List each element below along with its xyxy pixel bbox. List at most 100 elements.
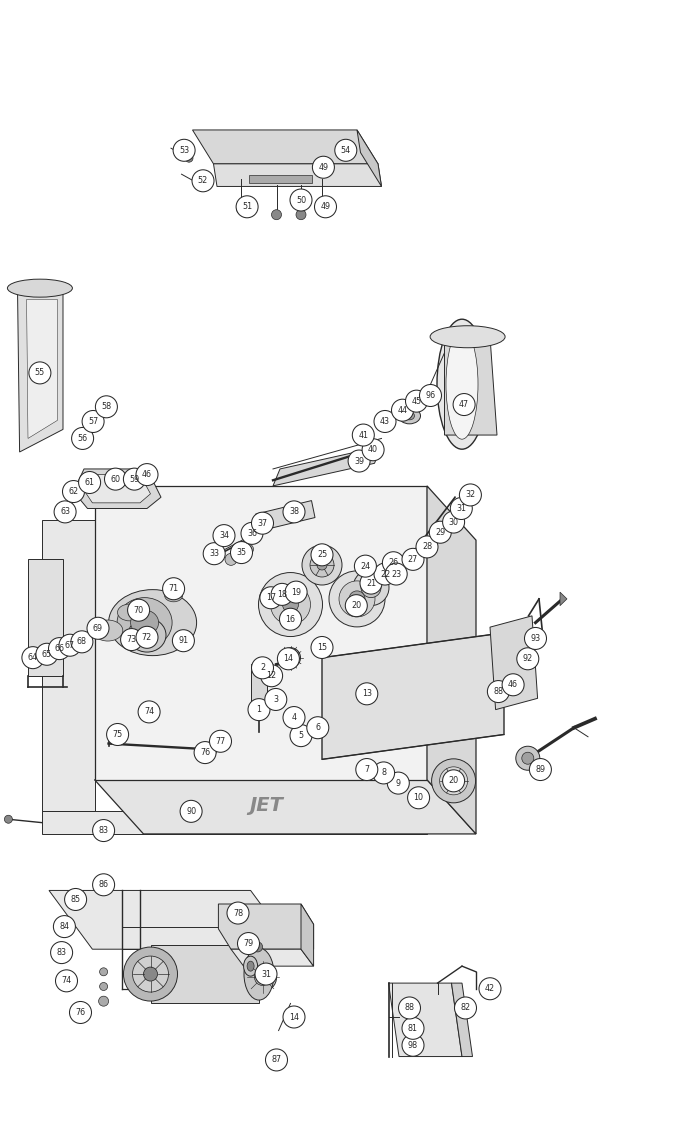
- Circle shape: [283, 597, 298, 612]
- Text: 49: 49: [318, 163, 328, 172]
- Circle shape: [315, 725, 321, 730]
- Text: 83: 83: [99, 826, 108, 835]
- Circle shape: [402, 1034, 424, 1057]
- Circle shape: [454, 997, 477, 1019]
- Text: 42: 42: [485, 984, 495, 993]
- Circle shape: [311, 544, 333, 566]
- Circle shape: [311, 636, 333, 659]
- Text: 83: 83: [57, 948, 66, 957]
- Text: 62: 62: [69, 487, 78, 496]
- Text: 50: 50: [296, 195, 306, 205]
- Circle shape: [385, 563, 407, 585]
- Ellipse shape: [244, 948, 274, 1000]
- Text: 92: 92: [523, 654, 533, 663]
- Circle shape: [64, 888, 87, 911]
- Text: 82: 82: [461, 1003, 470, 1012]
- Circle shape: [374, 410, 396, 433]
- Circle shape: [4, 815, 13, 824]
- Text: 19: 19: [291, 588, 301, 597]
- Circle shape: [54, 501, 76, 523]
- Text: 16: 16: [286, 615, 295, 624]
- Circle shape: [255, 970, 270, 985]
- Circle shape: [290, 189, 312, 211]
- Circle shape: [317, 560, 327, 570]
- Circle shape: [377, 767, 390, 779]
- Text: 91: 91: [178, 636, 188, 645]
- Text: 98: 98: [408, 1041, 418, 1050]
- Polygon shape: [42, 520, 94, 811]
- Polygon shape: [28, 559, 63, 676]
- Text: 17: 17: [266, 593, 276, 602]
- Text: 2: 2: [260, 663, 265, 672]
- Text: 88: 88: [494, 687, 503, 696]
- Ellipse shape: [131, 610, 159, 635]
- Circle shape: [372, 762, 395, 784]
- Circle shape: [339, 581, 375, 617]
- Text: 86: 86: [99, 880, 108, 889]
- Circle shape: [78, 471, 101, 494]
- Ellipse shape: [108, 590, 197, 655]
- Text: 45: 45: [412, 397, 421, 406]
- Ellipse shape: [164, 589, 183, 602]
- Text: 60: 60: [111, 475, 120, 484]
- Text: 27: 27: [408, 555, 418, 564]
- Circle shape: [279, 608, 302, 631]
- Circle shape: [132, 956, 169, 992]
- Ellipse shape: [398, 408, 421, 424]
- Circle shape: [416, 536, 438, 558]
- Text: 46: 46: [508, 680, 518, 689]
- Circle shape: [225, 554, 237, 565]
- Circle shape: [55, 970, 78, 992]
- Circle shape: [356, 683, 378, 705]
- Circle shape: [450, 497, 473, 520]
- Text: 35: 35: [237, 548, 246, 557]
- Text: 52: 52: [198, 176, 208, 185]
- Circle shape: [307, 716, 329, 739]
- Circle shape: [310, 553, 334, 577]
- Circle shape: [251, 512, 274, 534]
- Circle shape: [442, 511, 465, 533]
- Polygon shape: [490, 616, 538, 710]
- Circle shape: [123, 468, 146, 490]
- Text: 90: 90: [186, 807, 196, 816]
- Text: 46: 46: [142, 470, 152, 479]
- Ellipse shape: [8, 279, 72, 297]
- Text: 55: 55: [35, 368, 45, 377]
- Polygon shape: [273, 446, 382, 486]
- Text: 93: 93: [531, 634, 540, 643]
- Circle shape: [99, 967, 108, 976]
- Circle shape: [138, 701, 160, 723]
- Circle shape: [265, 1049, 288, 1071]
- Circle shape: [203, 542, 225, 565]
- Text: 9: 9: [395, 779, 401, 788]
- Circle shape: [416, 796, 421, 800]
- Circle shape: [362, 438, 384, 461]
- Circle shape: [92, 873, 115, 896]
- Text: 96: 96: [426, 391, 435, 400]
- Text: 76: 76: [200, 748, 210, 757]
- Circle shape: [92, 819, 115, 842]
- Text: 21: 21: [366, 579, 376, 588]
- Circle shape: [136, 626, 158, 649]
- Text: 54: 54: [341, 146, 351, 155]
- Circle shape: [364, 767, 370, 772]
- Text: 85: 85: [71, 895, 80, 904]
- Circle shape: [281, 647, 300, 668]
- Text: 71: 71: [169, 584, 178, 593]
- Circle shape: [402, 1017, 424, 1040]
- Circle shape: [192, 170, 214, 192]
- Circle shape: [69, 1001, 92, 1024]
- Polygon shape: [150, 945, 259, 1003]
- Circle shape: [194, 741, 216, 764]
- Text: 78: 78: [233, 909, 243, 918]
- Circle shape: [314, 195, 337, 218]
- Circle shape: [59, 634, 81, 657]
- Text: 76: 76: [76, 1008, 85, 1017]
- Text: JET: JET: [249, 797, 283, 815]
- Polygon shape: [357, 130, 382, 186]
- Circle shape: [209, 730, 232, 753]
- Circle shape: [162, 577, 185, 600]
- Text: 22: 22: [380, 570, 390, 579]
- Text: 87: 87: [272, 1055, 281, 1064]
- Circle shape: [440, 767, 468, 794]
